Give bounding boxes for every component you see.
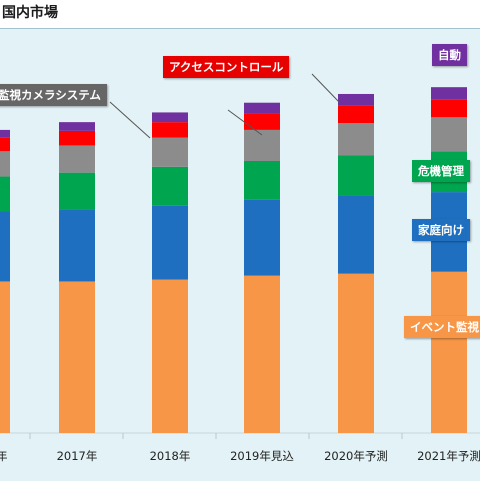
bar-segment xyxy=(244,102,280,114)
bar-segment xyxy=(244,161,280,200)
x-tick-label: 2018年 xyxy=(150,449,191,463)
bar-segment xyxy=(152,166,188,206)
bar-segment xyxy=(152,279,188,433)
bar-segment xyxy=(59,172,95,210)
callout-event: イベント監視 xyxy=(404,316,480,338)
callout-leader-line xyxy=(109,101,151,139)
bar-segment xyxy=(244,275,280,433)
bar-segment xyxy=(0,151,10,177)
bar-segment xyxy=(0,211,10,282)
bar-segment xyxy=(59,122,95,131)
callout-access: アクセスコントロール xyxy=(163,56,290,78)
callout-camera: 監視カメラシステム xyxy=(0,84,107,106)
bar-segment xyxy=(338,105,374,124)
bar-segment xyxy=(431,117,467,152)
bar-segment xyxy=(152,137,188,167)
callout-crisis: 危機管理 xyxy=(412,160,470,182)
callout-leader-line xyxy=(227,109,263,136)
bar-segment xyxy=(338,155,374,196)
bar-segment xyxy=(244,129,280,161)
x-tick-label: 2020年予測 xyxy=(324,449,388,463)
x-tick-label: 2021年予測 xyxy=(417,449,480,463)
callout-leader-line xyxy=(311,73,341,104)
x-tick-label: 2017年 xyxy=(57,449,98,463)
callout-home: 家庭向け xyxy=(412,219,470,241)
bar-segment xyxy=(431,87,467,100)
bar-segment xyxy=(59,145,95,173)
bar-segment xyxy=(338,195,374,274)
x-tick-label: 2019年見込 xyxy=(230,449,294,463)
callout-auto: 自動 xyxy=(432,44,467,66)
bar-segment xyxy=(0,176,10,212)
bar-segment xyxy=(152,205,188,280)
bar-segment xyxy=(0,281,10,433)
bar-segment xyxy=(431,271,467,433)
bar-segment xyxy=(431,99,467,118)
bar-segment xyxy=(152,112,188,123)
bar-segment xyxy=(244,113,280,130)
bar-segment xyxy=(0,137,10,152)
bar-segment xyxy=(338,123,374,156)
bar-segment xyxy=(59,281,95,433)
bar-segment xyxy=(152,122,188,138)
bar-segment xyxy=(338,93,374,106)
chart-title: 国内市場 xyxy=(2,5,58,21)
x-tick-label-partial: 年 xyxy=(0,449,8,463)
bar-segment xyxy=(338,273,374,433)
bar-segment xyxy=(59,130,95,146)
bar-segment xyxy=(244,199,280,276)
bar-segment xyxy=(0,129,10,138)
bar-segment xyxy=(59,209,95,282)
